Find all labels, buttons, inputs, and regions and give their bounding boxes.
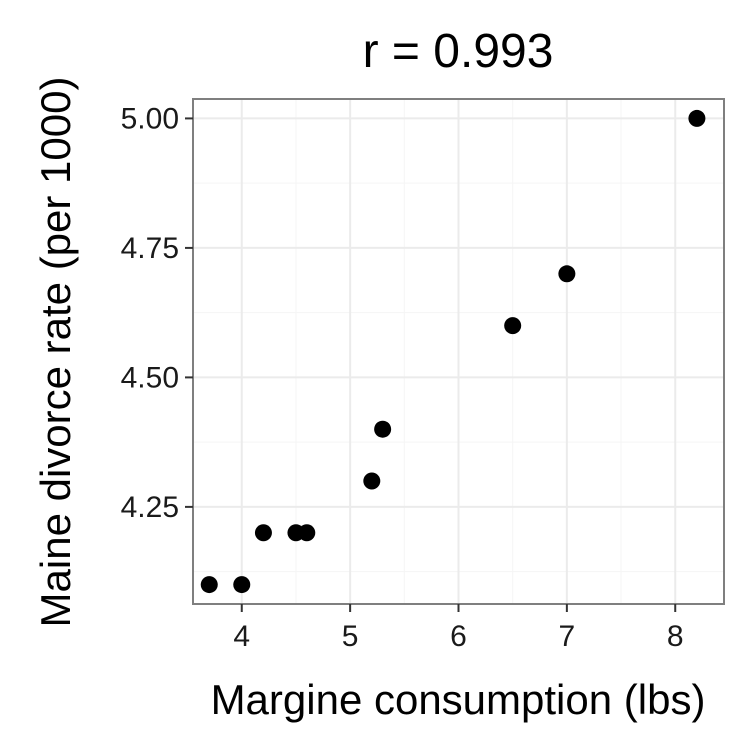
y-tick-label: 4.25 [121, 491, 179, 524]
x-tick-label: 4 [233, 620, 250, 653]
grid [193, 99, 724, 604]
y-tick-label: 4.75 [121, 232, 179, 265]
data-point [254, 524, 272, 542]
data-points [200, 109, 706, 594]
y-tick-label: 4.50 [121, 361, 179, 394]
data-point [688, 109, 706, 127]
x-tick-label: 5 [342, 620, 359, 653]
axis-ticks: 4 5 6 7 8 4.25 4.50 4.75 5.00 [121, 102, 684, 653]
x-tick-label: 6 [450, 620, 467, 653]
x-axis-title: Margine consumption (lbs) [211, 676, 706, 723]
chart-title: r = 0.993 [363, 25, 554, 78]
data-point [363, 472, 381, 490]
y-tick-label: 5.00 [121, 102, 179, 135]
y-axis-title: Maine divorce rate (per 1000) [32, 77, 79, 628]
data-point [233, 576, 251, 594]
data-point [504, 317, 522, 335]
data-point [298, 524, 316, 542]
data-point [374, 420, 392, 438]
x-tick-label: 7 [559, 620, 576, 653]
data-point [558, 265, 576, 283]
x-tick-label: 8 [667, 620, 684, 653]
data-point [200, 576, 218, 594]
